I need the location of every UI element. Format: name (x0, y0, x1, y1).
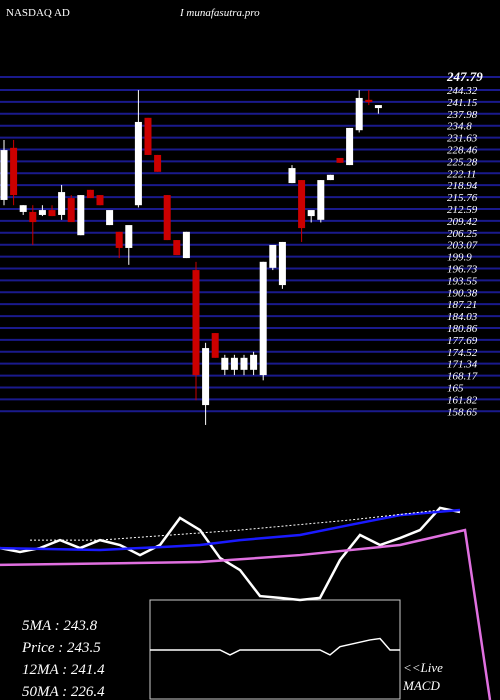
candle-body (288, 168, 296, 184)
line-series (0, 506, 461, 602)
macd-title: MACD (402, 678, 440, 693)
y-tick-label: 171.34 (447, 359, 478, 371)
candle-body (29, 211, 37, 223)
candle-body (67, 198, 75, 223)
candle-body (259, 261, 267, 376)
candle-body (317, 180, 325, 220)
candle-body (355, 97, 363, 131)
y-tick-label: 234.8 (447, 121, 472, 133)
candle-body (106, 210, 114, 226)
candle-body (58, 192, 66, 215)
y-tick-label: 231.63 (447, 133, 478, 145)
y-tick-label: 193.55 (447, 275, 478, 287)
candle-body (240, 357, 248, 370)
y-tick-label: 168.17 (447, 371, 478, 383)
y-tick-label: 190.38 (447, 287, 478, 299)
candle-body (326, 174, 334, 181)
annotation: <<Live (403, 660, 443, 675)
y-tick-label: 196.73 (447, 263, 478, 275)
candle-body (144, 117, 152, 155)
candle-body (298, 180, 306, 229)
candle-body (278, 241, 286, 286)
y-tick-label: 161.82 (447, 394, 478, 406)
y-tick-label: 206.25 (447, 228, 478, 240)
y-tick-label: 218.94 (447, 180, 478, 192)
readout: 12MA : 241.4 (22, 662, 105, 678)
candle-body (192, 270, 200, 376)
candle-body (163, 195, 171, 241)
candle-body (346, 127, 354, 166)
y-tick-label: 247.79 (446, 69, 483, 84)
y-tick-label: 184.03 (447, 311, 478, 323)
chart-title: NASDAQ AD (6, 7, 70, 19)
readout: Price : 243.5 (21, 640, 101, 656)
candle-body (211, 333, 219, 358)
candle-body (0, 150, 8, 200)
y-tick-label: 237.98 (447, 109, 478, 121)
y-tick-label: 212.59 (447, 204, 478, 216)
candle-body (250, 354, 258, 370)
y-tick-label: 241.15 (447, 97, 478, 109)
candle-body (38, 210, 46, 215)
candle-body (374, 105, 382, 109)
candle-body (269, 244, 277, 268)
y-tick-label: 222.11 (447, 168, 476, 180)
y-tick-label: 203.07 (447, 240, 478, 252)
candle-body (307, 210, 315, 217)
y-tick-label: 180.86 (447, 323, 478, 335)
y-tick-label: 228.46 (447, 144, 478, 156)
candle-body (115, 231, 123, 248)
candle-body (48, 210, 56, 217)
line-series (0, 508, 461, 552)
candle-body (154, 154, 162, 172)
y-tick-label: 209.42 (447, 216, 478, 228)
readout: 50MA : 226.4 (22, 684, 105, 700)
candle-body (202, 348, 210, 406)
y-tick-label: 215.76 (447, 192, 478, 204)
chart-subtitle: I munafasutra.pro (179, 7, 260, 19)
y-tick-label: 165 (447, 382, 464, 394)
line-series (30, 509, 441, 541)
candle-body (77, 195, 85, 236)
candle-body (134, 121, 142, 206)
readout: 5MA : 243.8 (22, 618, 98, 634)
candle-body (182, 231, 190, 259)
y-tick-label: 174.52 (447, 347, 478, 359)
candle-body (336, 157, 344, 163)
y-tick-label: 187.21 (447, 299, 477, 311)
candle-body (221, 357, 229, 370)
line-series (150, 637, 400, 656)
candle-body (86, 189, 94, 199)
candle-body (19, 205, 27, 212)
candle-body (96, 195, 104, 206)
y-tick-label: 177.69 (447, 335, 478, 347)
y-tick-label: 158.65 (447, 406, 478, 418)
candle-body (125, 225, 133, 248)
y-tick-label: 199.9 (447, 252, 472, 264)
y-tick-label: 244.32 (447, 85, 478, 97)
candle-body (173, 240, 181, 256)
y-tick-label: 225.28 (447, 156, 478, 168)
candle-body (230, 357, 238, 370)
candle-body (365, 99, 373, 103)
candle-body (10, 147, 18, 196)
line-series (0, 528, 492, 700)
